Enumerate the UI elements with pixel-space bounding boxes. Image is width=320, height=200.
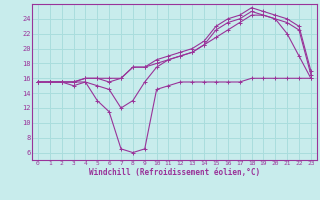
X-axis label: Windchill (Refroidissement éolien,°C): Windchill (Refroidissement éolien,°C) (89, 168, 260, 177)
